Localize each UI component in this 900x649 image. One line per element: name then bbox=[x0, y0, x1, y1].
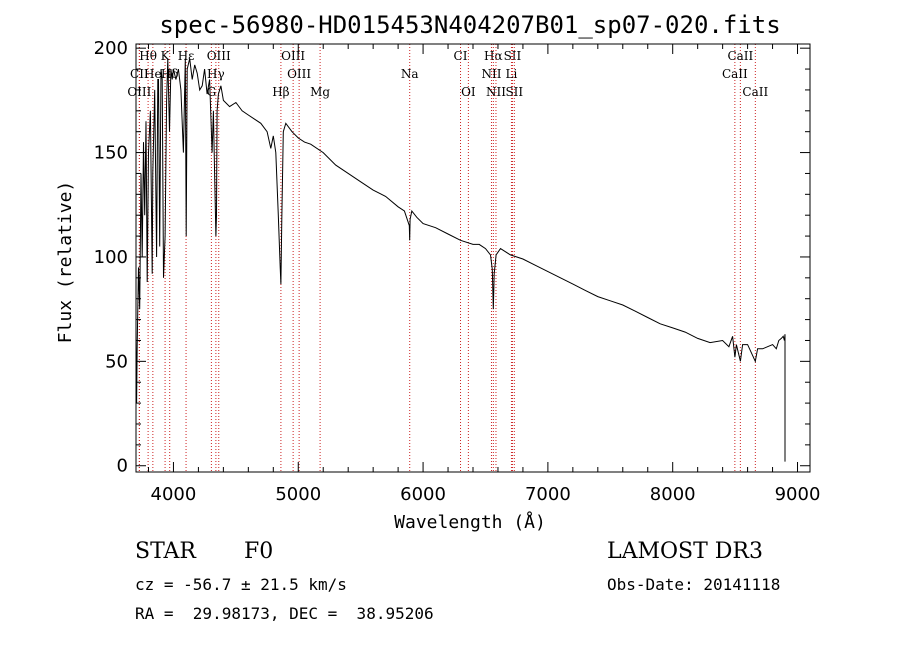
y-tick-label: 50 bbox=[105, 351, 128, 372]
line-marker-label: Hγ bbox=[207, 67, 225, 81]
line-marker-label: OIII bbox=[127, 85, 151, 99]
line-marker-label: NII bbox=[481, 67, 501, 81]
line-marker-label: Li bbox=[506, 67, 518, 81]
y-tick-label: 200 bbox=[94, 38, 128, 59]
y-tick-label: 0 bbox=[117, 456, 128, 477]
line-marker-label: Hε bbox=[178, 49, 195, 63]
line-marker-label: K bbox=[161, 49, 171, 63]
subclass: F0 bbox=[244, 539, 274, 564]
x-tick-label: 4000 bbox=[151, 484, 197, 505]
y-axis-label: Flux (relative) bbox=[55, 181, 76, 344]
x-tick-label: 6000 bbox=[400, 484, 446, 505]
obs-date: Obs-Date: 20141118 bbox=[607, 575, 781, 594]
survey-name: LAMOST DR3 bbox=[607, 539, 763, 564]
object-type: STAR bbox=[135, 539, 196, 564]
x-axis-label: Wavelength (Å) bbox=[394, 511, 546, 533]
line-marker-label: He bbox=[144, 67, 162, 81]
spectrum-line bbox=[135, 58, 786, 462]
line-marker-label: OIII bbox=[287, 67, 311, 81]
plot-frame bbox=[135, 43, 811, 473]
line-marker-label: CaII bbox=[742, 85, 768, 99]
coordinates: RA = 29.98173, DEC = 38.95206 bbox=[135, 604, 434, 623]
x-tick-label: 7000 bbox=[525, 484, 571, 505]
line-marker-label: Mg bbox=[310, 85, 330, 99]
line-marker-label: CaII bbox=[727, 49, 753, 63]
line-marker-label: G bbox=[207, 85, 217, 99]
line-marker-label: CI bbox=[454, 49, 468, 63]
line-marker-label: Hβ bbox=[272, 85, 289, 99]
line-marker-label: CaII bbox=[722, 67, 748, 81]
line-marker-label: NII bbox=[486, 85, 506, 99]
x-tick-label: 5000 bbox=[275, 484, 321, 505]
chart-title: spec-56980-HD015453N404207B01_sp07-020.f… bbox=[159, 11, 780, 39]
line-marker-label: OIII bbox=[281, 49, 305, 63]
line-marker-label: OIII bbox=[207, 49, 231, 63]
line-marker-label: SII bbox=[505, 85, 523, 99]
axis-ticks: 4000 5000 6000 7000 8000 9000 0 50 100 150 200 bbox=[94, 38, 821, 505]
redshift-text: cz = -56.7 ± 21.5 km/s bbox=[135, 575, 347, 594]
line-marker-label: SII bbox=[504, 49, 522, 63]
x-tick-label: 8000 bbox=[650, 484, 696, 505]
line-marker-label: OI bbox=[461, 85, 476, 99]
y-tick-label: 150 bbox=[94, 143, 128, 164]
line-marker-label: Na bbox=[401, 67, 419, 81]
line-marker-label: Hα bbox=[484, 49, 503, 63]
x-tick-label: 9000 bbox=[775, 484, 821, 505]
line-marker-label: Hθ bbox=[139, 49, 157, 63]
y-tick-label: 100 bbox=[94, 247, 128, 268]
